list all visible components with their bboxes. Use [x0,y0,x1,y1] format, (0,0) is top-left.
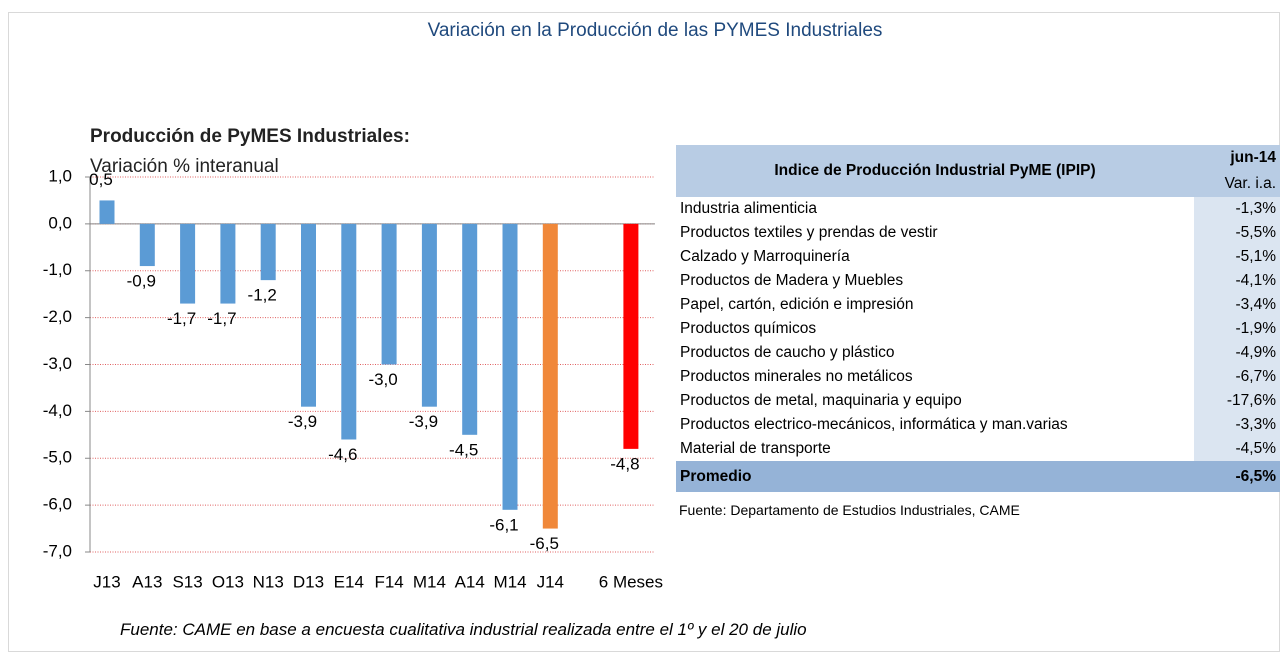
row-value: -3,3% [1194,413,1280,437]
data-label: -6,5 [530,534,559,553]
row-label: Industria alimenticia [680,200,817,217]
row-value: -6,7% [1194,365,1280,389]
y-tick-label: 0,0 [48,213,72,232]
y-tick-label: -1,0 [43,260,72,279]
row-label: Productos de Madera y Muebles [680,272,904,289]
row-value: -5,1% [1194,245,1280,269]
row-value: -4,5% [1194,437,1280,461]
row-label: Productos electrico-mecánicos, informáti… [680,416,1068,433]
row-label: Productos textiles y prendas de vestir [680,224,938,241]
page-title: Variación en la Producción de las PYMES … [428,20,883,41]
page: {"title": "Variación en la Producción de… [8,12,1280,652]
x-tick-label: O13 [212,572,244,591]
x-tick-label: N13 [253,572,284,591]
data-label: -1,2 [248,286,277,305]
chart-title: Producción de PyMES Industriales: [90,126,410,147]
x-tick-label: F14 [374,572,403,591]
bar [502,223,518,510]
data-label: 0,5 [89,170,113,189]
row-label: Productos químicos [680,320,817,337]
table-row: Calzado y Marroquinería -5,1% [676,245,1280,269]
data-label: -0,9 [127,272,156,291]
data-label: -1,7 [167,309,196,328]
bar [462,223,478,435]
data-label: -3,9 [409,412,438,431]
table-row: Productos de metal, maquinaria y equipo -… [676,389,1280,413]
row-value: -4,1% [1194,269,1280,293]
bar [180,223,196,304]
row-value: -17,6% [1194,389,1280,413]
period: jun-14 [1194,145,1280,171]
row-label: Material de transporte [680,440,831,457]
row-value: -4,9% [1194,341,1280,365]
table-row: Material de transporte -4,5% [676,437,1280,461]
data-label: -4,5 [449,440,478,459]
table: Indice de Producción Industrial PyME (IP… [676,145,1280,492]
unit: Var. i.a. [1194,171,1280,197]
row-label: Papel, cartón, edición e impresión [680,296,914,313]
data-label: -6,1 [489,515,518,534]
bar [542,223,558,529]
row-value: -1,9% [1194,317,1280,341]
y-tick-label: -5,0 [43,448,72,467]
x-tick-label: M14 [413,572,446,591]
bar [301,223,316,407]
bar [99,200,115,224]
table-row: Papel, cartón, edición e impresión -3,4% [676,293,1280,317]
x-tick-label: J13 [93,572,120,591]
bar [341,223,357,440]
data-label: -4,6 [328,445,357,464]
footnote: Fuente: CAME en base a encuesta cualitat… [120,620,807,639]
table-row: Productos minerales no metálicos -6,7% [676,365,1280,389]
row-label: Promedio [676,461,1194,492]
x-tick-label: A14 [455,572,485,591]
y-tick-label: -6,0 [43,495,72,514]
header-row: Var. i.a. [676,171,1280,197]
bar [139,223,155,267]
bar [623,223,639,449]
data-label: -1,7 [207,309,236,328]
table-row: Productos químicos -1,9% [676,317,1280,341]
row-label: Productos de caucho y plástico [680,344,895,361]
x-tick-label: E14 [334,572,364,591]
x-tick-label: S13 [172,572,202,591]
data-label: -4,8 [610,454,639,473]
row-value: -6,5% [1194,461,1280,492]
row-value: -3,4% [1194,293,1280,317]
bar [381,223,397,365]
x-tick-label: D13 [293,572,324,591]
table-row: Industria alimenticia -1,3% [676,197,1280,221]
x-tick-label: M14 [493,572,526,591]
y-tick-label: -4,0 [43,401,72,420]
table-header: Indice de Producción Industrial PyME (IP… [676,145,1194,197]
bar [421,223,437,407]
table-row: Productos de caucho y plástico -4,9% [676,341,1280,365]
y-tick-label: 1,0 [48,166,72,185]
row-label: Productos minerales no metálicos [680,368,913,385]
table-row: Productos electrico-mecánicos, informáti… [676,413,1280,437]
data-label: -3,9 [288,412,317,431]
row-label: Productos de metal, maquinaria y equipo [680,392,962,409]
header-row: Indice de Producción Industrial PyME (IP… [676,145,1280,197]
bar [260,223,276,281]
row-label: Calzado y Marroquinería [680,248,850,265]
x-tick-label: 6 Meses [599,572,663,591]
x-tick-label: A13 [132,572,162,591]
table-source: Fuente: Departamento de Estudios Industr… [679,502,1020,518]
chart-subtitle: Variación % interanual [90,156,279,177]
table-row: Productos textiles y prendas de vestir -5… [676,221,1280,245]
table-row: Productos de Madera y Muebles -4,1% [676,269,1280,293]
y-tick-label: -3,0 [43,354,72,373]
data-label: -3,0 [368,370,397,389]
y-tick-label: -7,0 [43,541,72,560]
y-tick-label: -2,0 [43,307,72,326]
row-value: -5,5% [1194,221,1280,245]
chart: Variación en la Producción de las PYMES … [43,20,883,591]
x-tick-label: J14 [537,572,564,591]
row-value: -1,3% [1194,197,1280,221]
bar [220,223,236,304]
total-row: Promedio -6,5% [676,461,1280,492]
